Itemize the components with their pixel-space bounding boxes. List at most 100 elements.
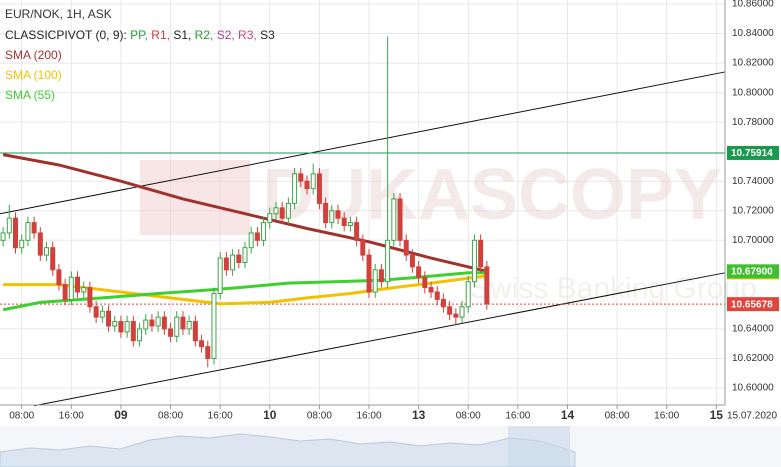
- candle-body: [403, 239, 409, 256]
- candle-body: [440, 298, 446, 308]
- candle-body: [261, 222, 267, 241]
- candle-body: [223, 257, 229, 271]
- y-tick-label: 10.70000: [732, 235, 774, 246]
- candle-body: [37, 232, 43, 256]
- y-tick-label: 10.72000: [732, 205, 774, 216]
- indicator-part: R1,: [151, 28, 173, 42]
- candle-body: [267, 213, 273, 224]
- candle-body: [211, 292, 217, 359]
- candle-body: [397, 198, 403, 241]
- x-tick-label: 16:00: [654, 411, 679, 422]
- date-label: 15.07.2020: [727, 411, 777, 422]
- candle-body: [323, 202, 329, 224]
- legend-entry: SMA (100): [5, 68, 62, 82]
- legend-entry: SMA (55): [5, 88, 55, 102]
- candle-body: [31, 222, 37, 234]
- candle-body: [75, 276, 81, 293]
- x-tick-label: 08:00: [9, 411, 34, 422]
- candle-body: [459, 306, 465, 318]
- candle-body: [199, 340, 205, 348]
- candle-body: [354, 222, 360, 241]
- candle-body: [428, 287, 434, 293]
- candle-body: [186, 321, 192, 330]
- candle-body: [378, 269, 384, 283]
- indicator-part: S3: [260, 28, 275, 42]
- x-tick-label: 14: [561, 408, 575, 422]
- x-tick-label: 08:00: [307, 411, 332, 422]
- y-tick-label: 10.84000: [732, 28, 774, 39]
- candle-body: [242, 247, 248, 263]
- legend-entry: SMA (200): [5, 48, 62, 62]
- candle-body: [298, 173, 304, 182]
- navigator: [0, 426, 781, 467]
- candle-body: [434, 291, 440, 300]
- candle-body: [422, 276, 428, 289]
- candle-body: [137, 328, 143, 342]
- candle-body: [292, 173, 298, 204]
- watermark-sub: Swiss Banking Group: [470, 272, 757, 305]
- candle-body: [180, 316, 186, 330]
- indicator-part: CLASSICPIVOT (0, 9):: [5, 28, 130, 42]
- candle-body: [217, 257, 223, 294]
- candle-body: [453, 313, 459, 318]
- y-tick-label: 10.80000: [732, 87, 774, 98]
- chart-title: EUR/NOK, 1H, ASK: [5, 7, 112, 21]
- navigator-window[interactable]: [508, 426, 570, 467]
- x-tick-label: 10: [263, 408, 277, 422]
- indicator-part: PP,: [130, 28, 151, 42]
- candle-body: [484, 266, 490, 305]
- candle-body: [416, 266, 422, 278]
- candle-body: [304, 180, 310, 190]
- price-label: 10.75914: [731, 148, 773, 159]
- candle-body: [50, 247, 56, 271]
- candle-body: [174, 316, 180, 337]
- x-tick-label: 08:00: [605, 411, 630, 422]
- candle-body: [168, 328, 174, 337]
- candle-body: [124, 321, 130, 333]
- candle-body: [161, 316, 167, 330]
- candle-body: [112, 321, 118, 327]
- candle-body: [149, 319, 155, 327]
- trend-line: [0, 71, 726, 215]
- x-tick-label: 13: [412, 408, 426, 422]
- x-tick-label: 08:00: [456, 411, 481, 422]
- candle-body: [130, 321, 136, 342]
- watermark-text: DUKASCOPY: [262, 155, 722, 235]
- candle-body: [106, 310, 112, 327]
- candle-body: [81, 287, 87, 293]
- candle-body: [335, 210, 341, 219]
- candle-body: [68, 276, 74, 300]
- x-tick-label: 15: [710, 408, 724, 422]
- candle-body: [391, 198, 397, 241]
- candle-body: [205, 346, 211, 359]
- x-tick-label: 08:00: [158, 411, 183, 422]
- candle-body: [254, 232, 260, 241]
- indicator-legend: CLASSICPIVOT (0, 9): PP, R1, S1, R2, S2,…: [5, 28, 275, 42]
- x-tick-label: 16:00: [356, 411, 381, 422]
- price-label-box: [727, 264, 779, 279]
- price-label: 10.65678: [731, 299, 773, 310]
- indicator-part: R2,: [195, 28, 217, 42]
- candle-body: [385, 239, 391, 283]
- candle-body: [230, 254, 236, 271]
- candle-body: [13, 217, 19, 249]
- candle-body: [329, 210, 335, 224]
- watermark-logo: [140, 160, 250, 235]
- candle-body: [360, 239, 366, 256]
- candle-body: [471, 239, 477, 283]
- candle-body: [372, 269, 378, 293]
- candle-body: [25, 222, 31, 241]
- candle-body: [0, 232, 6, 241]
- price-label-box: [727, 297, 779, 312]
- candle-body: [87, 287, 93, 308]
- plot: [0, 36, 726, 407]
- candle-body: [316, 173, 322, 204]
- candle-body: [366, 254, 372, 293]
- candle-body: [6, 217, 12, 234]
- candle-body: [62, 284, 68, 300]
- sma-line: [2, 153, 488, 273]
- candle-body: [465, 281, 471, 308]
- y-tick-label: 10.86000: [732, 0, 774, 10]
- candle-body: [478, 239, 484, 268]
